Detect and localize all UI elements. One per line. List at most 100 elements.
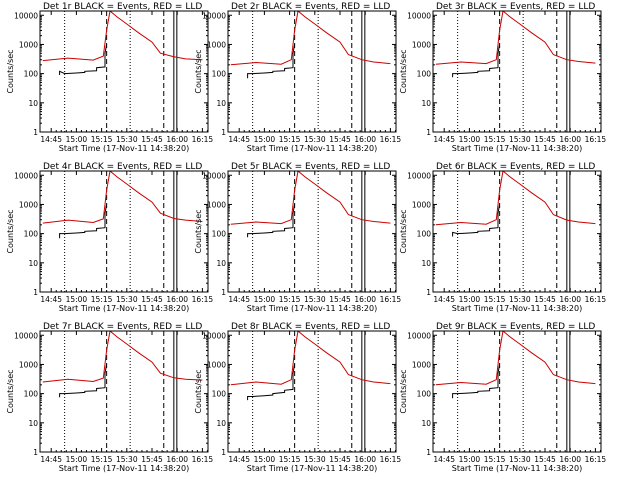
- y-tick-label: 100: [417, 230, 432, 239]
- y-axis-label: Counts/sec: [399, 49, 408, 93]
- y-axis-label: Counts/sec: [6, 49, 15, 93]
- detector-panel-7: Det 7r BLACK = Events, RED = LLD 1 10 100 10…: [6, 322, 213, 473]
- y-tick-label: 1000: [207, 200, 226, 209]
- y-tick-label: 100: [212, 70, 227, 79]
- events-series-line: [59, 204, 108, 239]
- x-axis-label: Start Time (17-Nov-11 14:38:20): [452, 144, 582, 153]
- plot-frame: [432, 170, 602, 293]
- x-tick-label: 14:45: [40, 295, 62, 304]
- x-tick-label: 15:45: [534, 295, 556, 304]
- x-tick-label: 15:15: [91, 295, 113, 304]
- x-tick-label: 16:15: [380, 455, 402, 464]
- x-tick-label: 15:15: [91, 455, 113, 464]
- detector-panel-5: Det 5r BLACK = Events, RED = LLD 1 10 100 10…: [194, 162, 401, 313]
- y-axis-label: Counts/sec: [194, 49, 203, 93]
- y-axis-label: Counts/sec: [6, 369, 15, 413]
- y-tick-label: 1: [426, 448, 431, 457]
- x-tick-label: 15:45: [141, 455, 163, 464]
- y-tick-label: 10: [28, 259, 38, 268]
- x-tick-label: 16:00: [559, 295, 581, 304]
- plot-frame: [432, 330, 602, 453]
- x-tick-label: 15:30: [509, 135, 531, 144]
- x-tick-label: 14:45: [433, 135, 455, 144]
- plot-frame: [227, 170, 397, 293]
- lld-series-line: [42, 331, 203, 383]
- y-tick-label: 10: [216, 259, 226, 268]
- y-tick-label: 100: [212, 390, 227, 399]
- panel-title: Det 8r BLACK = Events, RED = LLD: [231, 322, 390, 332]
- x-tick-label: 15:15: [91, 135, 113, 144]
- y-tick-label: 10000: [14, 171, 38, 180]
- panel-title: Det 3r BLACK = Events, RED = LLD: [436, 2, 595, 12]
- plot-frame: [227, 10, 397, 133]
- x-tick-label: 15:15: [279, 295, 301, 304]
- y-tick-label: 10000: [202, 171, 226, 180]
- x-tick-label: 15:30: [509, 295, 531, 304]
- y-tick-label: 1: [33, 288, 38, 297]
- events-series-line: [452, 204, 501, 237]
- x-tick-label: 15:45: [329, 295, 351, 304]
- y-tick-label: 10000: [407, 171, 431, 180]
- y-tick-label: 100: [417, 390, 432, 399]
- panel-title: Det 5r BLACK = Events, RED = LLD: [231, 162, 390, 172]
- y-tick-label: 10000: [202, 11, 226, 20]
- x-tick-label: 16:15: [380, 135, 402, 144]
- x-tick-label: 15:30: [116, 295, 138, 304]
- plot-frame: [227, 330, 397, 453]
- lld-series-line: [435, 331, 596, 386]
- x-axis-label: Start Time (17-Nov-11 14:38:20): [247, 304, 377, 313]
- x-tick-label: 15:45: [534, 455, 556, 464]
- x-tick-label: 15:15: [484, 295, 506, 304]
- panel-title: Det 9r BLACK = Events, RED = LLD: [436, 322, 595, 332]
- x-tick-label: 15:00: [254, 295, 276, 304]
- panel-title: Det 4r BLACK = Events, RED = LLD: [43, 162, 202, 172]
- plot-frame: [432, 10, 602, 133]
- y-tick-label: 100: [212, 230, 227, 239]
- x-axis-label: Start Time (17-Nov-11 14:38:20): [247, 464, 377, 473]
- lld-series-line: [435, 11, 596, 65]
- x-tick-label: 16:00: [166, 455, 188, 464]
- x-tick-label: 15:00: [254, 455, 276, 464]
- events-series-line: [247, 44, 296, 79]
- x-tick-label: 15:45: [329, 455, 351, 464]
- x-tick-label: 16:00: [166, 135, 188, 144]
- x-tick-label: 15:45: [141, 135, 163, 144]
- y-tick-label: 1000: [207, 40, 226, 49]
- detector-panel-9: Det 9r BLACK = Events, RED = LLD 1 10 100 10…: [399, 322, 606, 473]
- lld-series-line: [230, 171, 391, 225]
- y-tick-label: 10: [28, 99, 38, 108]
- events-series-line: [452, 44, 501, 78]
- y-tick-label: 100: [24, 70, 39, 79]
- x-tick-label: 15:45: [534, 135, 556, 144]
- lld-series-line: [230, 331, 391, 386]
- x-tick-label: 15:00: [459, 295, 481, 304]
- x-tick-label: 16:00: [354, 295, 376, 304]
- detector-panel-3: Det 3r BLACK = Events, RED = LLD 1 10 100 10…: [399, 2, 606, 153]
- y-axis-label: Counts/sec: [399, 369, 408, 413]
- x-tick-label: 14:45: [228, 455, 250, 464]
- y-tick-label: 1000: [19, 200, 38, 209]
- detector-panel-4: Det 4r BLACK = Events, RED = LLD 1 10 100 10…: [6, 162, 213, 313]
- y-tick-label: 10000: [407, 11, 431, 20]
- x-tick-label: 14:45: [40, 455, 62, 464]
- x-tick-label: 15:30: [116, 135, 138, 144]
- y-tick-label: 1000: [412, 200, 431, 209]
- y-tick-label: 1000: [19, 360, 38, 369]
- x-tick-label: 16:15: [192, 295, 214, 304]
- y-tick-label: 10: [421, 419, 431, 428]
- panel-title: Det 2r BLACK = Events, RED = LLD: [231, 2, 390, 12]
- x-axis-label: Start Time (17-Nov-11 14:38:20): [452, 304, 582, 313]
- x-tick-label: 15:15: [279, 455, 301, 464]
- y-tick-label: 1: [221, 288, 226, 297]
- x-tick-label: 16:15: [585, 295, 607, 304]
- x-axis-label: Start Time (17-Nov-11 14:38:20): [452, 464, 582, 473]
- x-tick-label: 15:15: [484, 135, 506, 144]
- x-tick-label: 16:15: [380, 295, 402, 304]
- panel-title: Det 6r BLACK = Events, RED = LLD: [436, 162, 595, 172]
- x-tick-label: 15:15: [279, 135, 301, 144]
- y-axis-label: Counts/sec: [194, 209, 203, 253]
- y-tick-label: 10: [216, 99, 226, 108]
- panel-title: Det 7r BLACK = Events, RED = LLD: [43, 322, 202, 332]
- x-tick-label: 15:00: [66, 295, 88, 304]
